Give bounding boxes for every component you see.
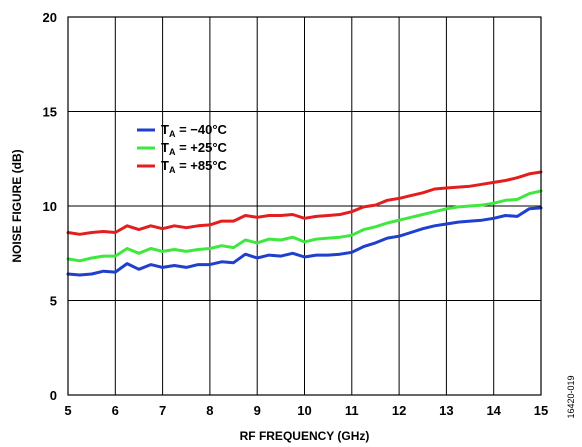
- x-axis-label: RF FREQUENCY (GHz): [240, 429, 370, 443]
- x-tick-labels: 5 6 7 8 9 10 11 12 13 14 15: [64, 403, 548, 418]
- legend-label-2: TA = +25°C: [161, 140, 228, 157]
- series-line-1: [66, 206, 543, 277]
- y-tick-label: 10: [43, 199, 57, 214]
- x-tick-label: 6: [112, 403, 119, 418]
- legend-label-1: TA = −40°C: [161, 122, 228, 139]
- x-tick-label: 13: [439, 403, 453, 418]
- x-tick-label: 8: [206, 403, 213, 418]
- x-tick-label: 11: [345, 403, 359, 418]
- series-layer: [66, 170, 543, 277]
- legend: TA = −40°CTA = +25°CTA = +85°C: [137, 122, 228, 175]
- x-tick-label: 10: [297, 403, 311, 418]
- x-tick-label: 5: [64, 403, 71, 418]
- figure-id: 16420-019: [566, 375, 576, 418]
- y-tick-label: 15: [43, 105, 57, 120]
- y-axis-label: NOISE FIGURE (dB): [10, 149, 24, 262]
- y-tick-labels: 0 5 10 15 20: [43, 10, 57, 403]
- x-tick-label: 15: [534, 403, 548, 418]
- y-tick-label: 0: [50, 388, 57, 403]
- legend-label-3: TA = +85°C: [161, 158, 228, 175]
- plot-frame: [67, 16, 542, 396]
- x-tick-label: 9: [254, 403, 261, 418]
- y-tick-label: 20: [43, 10, 57, 25]
- x-tick-label: 7: [159, 403, 166, 418]
- y-tick-label: 5: [50, 294, 57, 309]
- series-line-3: [66, 170, 543, 236]
- x-tick-label: 12: [392, 403, 406, 418]
- series-line-2: [66, 189, 543, 263]
- x-tick-label: 14: [486, 403, 501, 418]
